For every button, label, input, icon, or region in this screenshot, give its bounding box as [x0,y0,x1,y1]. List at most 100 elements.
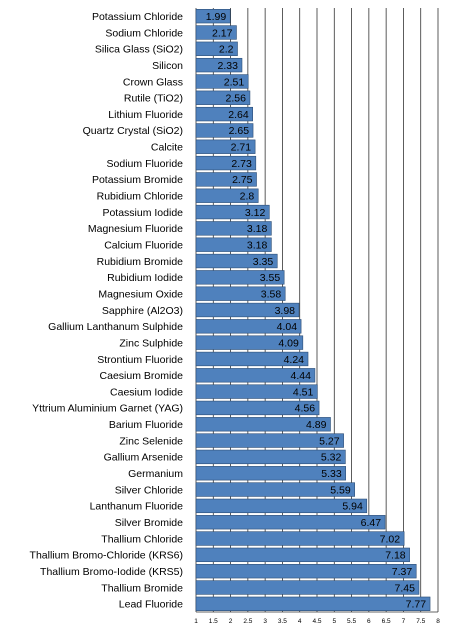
bar [195,335,304,350]
x-tick-label: 4 [298,618,302,625]
category-label: Potassium Iodide [102,207,183,219]
value-label: 7.77 [406,599,427,611]
value-label: 3.55 [260,272,281,284]
bar [195,351,309,367]
bar [195,270,285,285]
category-label: Gallium Arsenide [104,452,184,464]
value-label: 3.35 [253,256,274,268]
bar [195,368,316,383]
value-label: 3.98 [275,305,296,317]
bar [195,139,256,154]
value-label: 4.24 [284,354,305,366]
value-label: 5.59 [330,484,351,496]
category-label: Silica Glass (SiO2) [95,44,183,56]
value-label: 1.99 [206,11,227,23]
bar [195,253,278,269]
category-label: Zinc Selenide [119,435,183,447]
value-label: 4.09 [278,337,299,349]
value-label: 4.56 [295,403,316,415]
x-tick-label: 4.5 [312,618,321,625]
category-label: Sapphire (Al2O3) [102,305,183,317]
category-label: Sodium Fluoride [107,158,184,170]
value-labels: 1.99 2.17 2.2 2.33 2.51 2.56 2.64 2.65 2.71 2.73 2… [206,11,426,611]
bar [195,25,237,40]
value-label: 4.44 [290,370,311,382]
bar [195,547,410,563]
x-tick-label: 6.5 [382,618,391,625]
category-label: Quartz Crystal (SiO2) [83,125,183,137]
value-label: 7.37 [392,566,413,578]
value-label: 7.18 [385,550,406,562]
value-label: 2.33 [218,60,239,72]
x-tick-label: 5 [332,618,336,625]
bar [195,417,331,432]
bar [195,41,238,56]
category-label: Magnesium Fluoride [88,223,183,235]
category-label: Rubidium Chloride [97,191,184,203]
bar [195,515,386,530]
bar [195,155,257,171]
value-label: 7.45 [395,582,416,594]
bar [195,384,318,399]
value-label: 5.33 [321,468,342,480]
bar [195,400,320,416]
category-label: Crown Glass [123,76,183,88]
bar [195,74,249,89]
value-label: 6.47 [361,517,382,529]
value-label: 2.65 [229,125,250,137]
category-label: Silver Bromide [115,517,183,529]
x-tick-label: 2 [229,618,233,625]
bar [195,498,368,514]
bar [195,172,257,187]
value-label: 4.04 [277,321,298,333]
category-label: Rubidium Iodide [107,272,183,284]
bar [195,57,243,73]
x-tick-label: 6 [367,618,371,625]
category-label: Potassium Bromide [92,174,183,186]
bars [195,9,431,611]
category-label: Calcite [151,142,183,154]
value-label: 4.51 [293,386,314,398]
bar [195,466,346,481]
bar [195,9,231,24]
bar [195,580,420,595]
category-label: Silicon [152,60,183,72]
value-label: 3.58 [261,288,282,300]
value-label: 3.18 [247,240,268,252]
x-tick-label: 8 [436,618,440,625]
category-label: Yttrium Aluminium Garnet (YAG) [32,403,183,415]
bar [195,188,259,203]
category-label: Lanthanum Fluoride [90,501,184,513]
category-label: Rutile (TiO2) [124,93,183,105]
bar [195,449,346,465]
bar [195,531,405,546]
x-tick-label: 2.5 [243,618,252,625]
value-label: 2.71 [231,142,252,154]
category-label: Thallium Bromide [101,582,183,594]
value-label: 2.8 [240,191,255,203]
bar [195,596,431,611]
x-tick-label: 3 [263,618,267,625]
value-label: 2.51 [224,76,245,88]
category-label: Germanium [128,468,183,480]
value-label: 3.12 [245,207,266,219]
bar [195,302,300,318]
value-label: 5.32 [321,452,342,464]
x-tick-label: 7 [402,618,406,625]
category-label: Zinc Sulphide [119,337,183,349]
x-tick-label: 1 [194,618,198,625]
category-label: Lead Fluoride [119,599,183,611]
category-label: Thallium Chloride [101,533,183,545]
bar [195,106,253,122]
category-labels: Potassium Chloride Sodium Chloride Silica … [30,11,184,611]
x-axis-tick-labels: 1 1.5 2 2.5 3 3.5 4 4.5 5 5.5 6 6.5 7 7.5 8 [194,618,440,625]
bar [195,564,417,579]
bar [195,319,302,334]
value-label: 2.17 [212,27,233,39]
bar [195,482,355,497]
category-label: Thallium Bromo-Iodide (KRS5) [40,566,183,578]
value-label: 5.94 [342,501,363,513]
category-label: Strontium Fluoride [97,354,183,366]
bar [195,433,344,448]
